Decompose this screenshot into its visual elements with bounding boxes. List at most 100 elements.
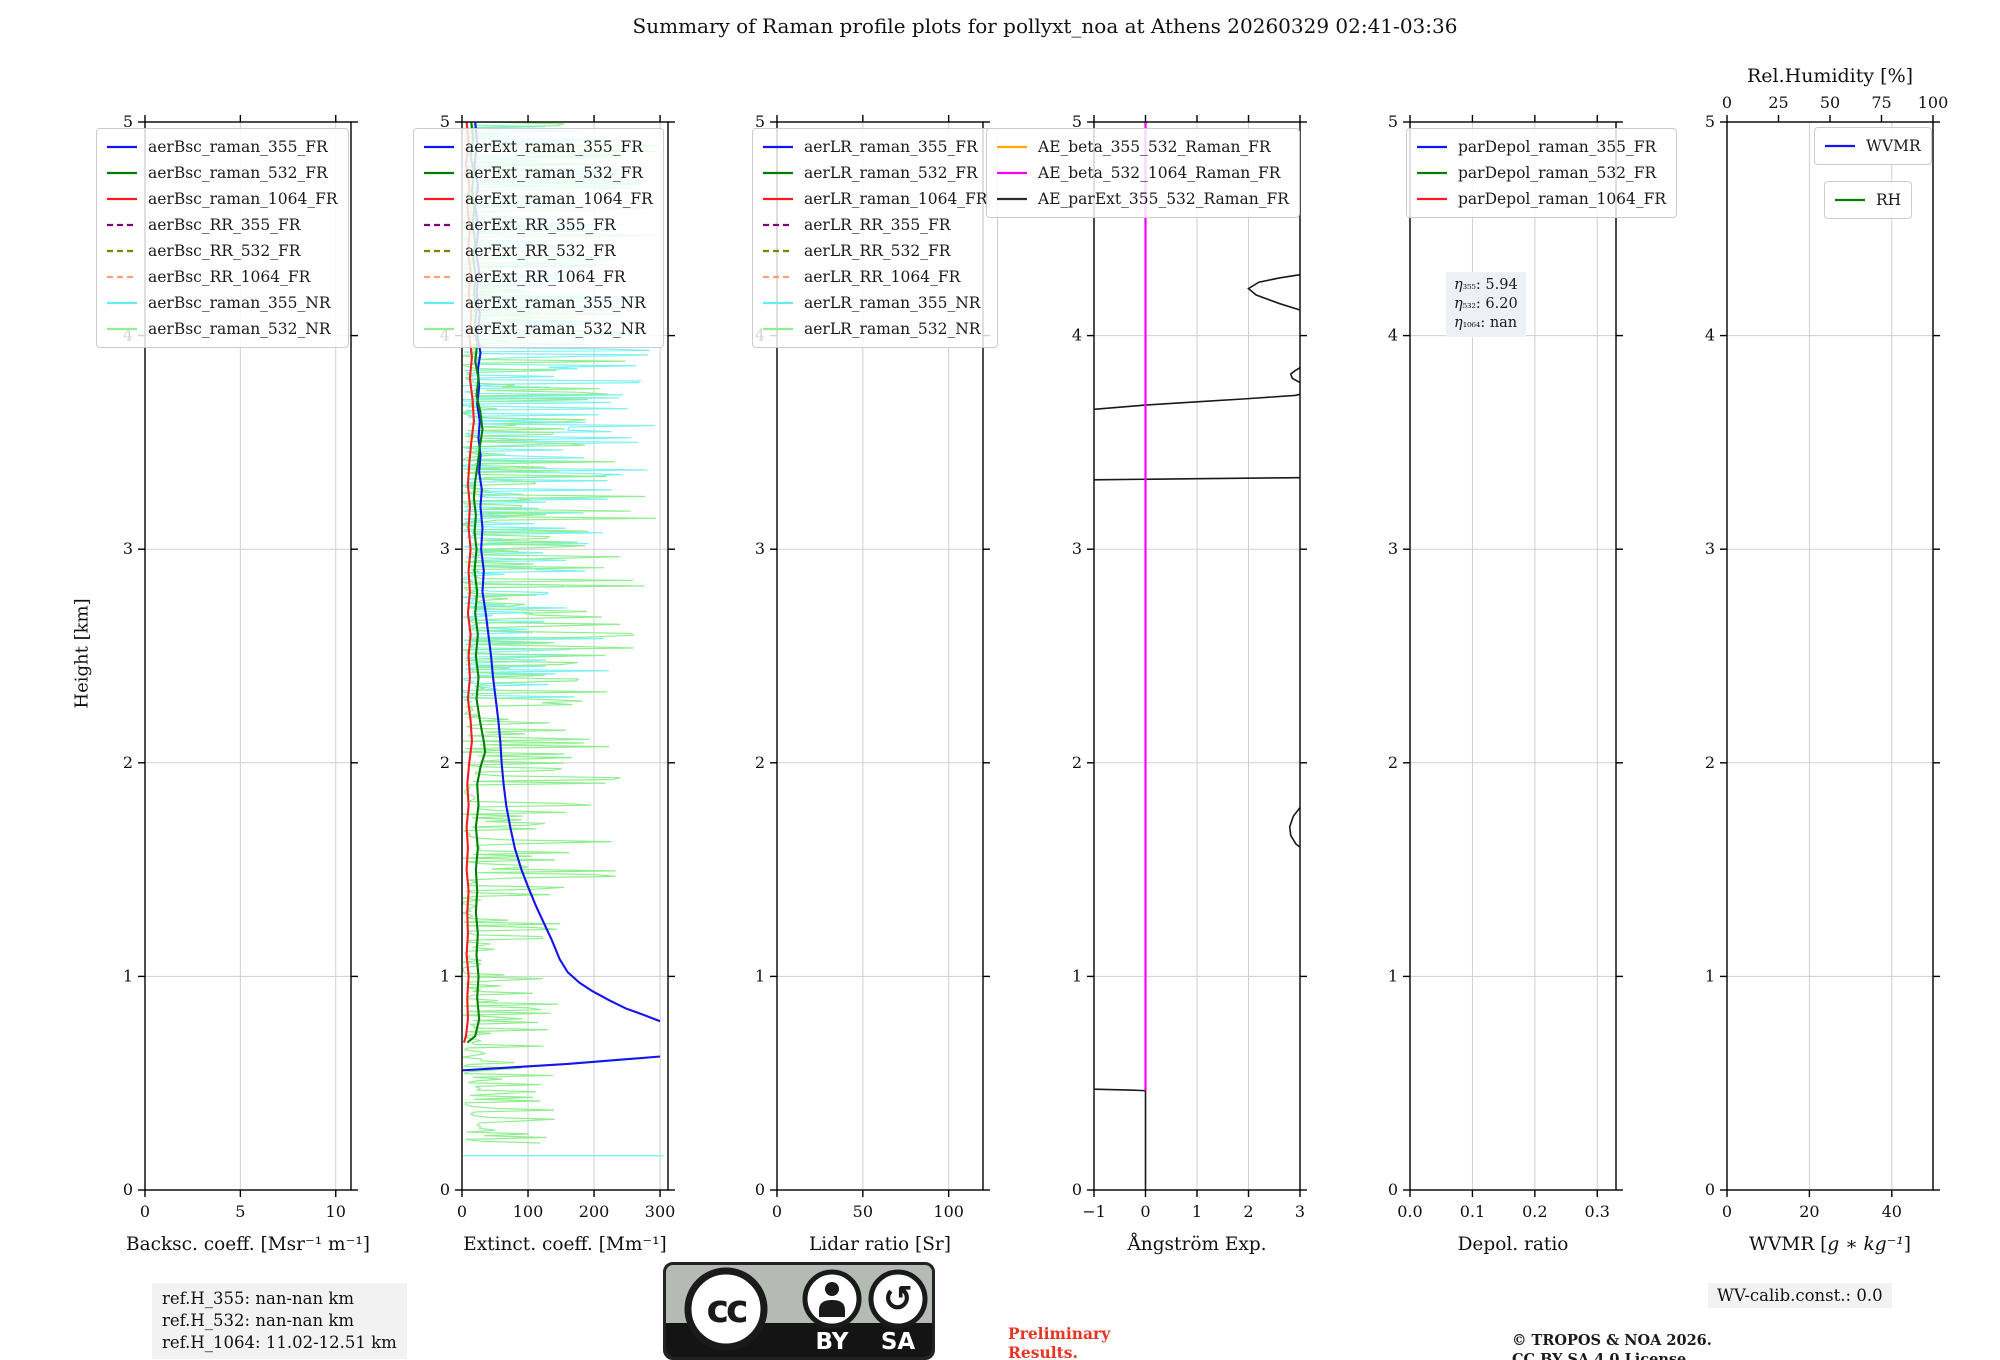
legend-label: aerExt_raman_1064_FR xyxy=(465,190,653,208)
cc-badge-art: cc ↺ BY SA xyxy=(684,1267,928,1355)
legend-label: aerBsc_RR_1064_FR xyxy=(148,268,311,286)
y-tick-label: 1 xyxy=(123,966,133,985)
legend-entry: aerLR_raman_355_FR xyxy=(761,134,987,160)
x-tick-label: 0.2 xyxy=(1522,1202,1547,1221)
x-tick-label: 0 xyxy=(1140,1202,1150,1221)
top-tick-label: 100 xyxy=(1918,93,1949,112)
x-tick-label: 0 xyxy=(1722,1202,1732,1221)
legend-entry: aerExt_raman_1064_FR xyxy=(422,186,653,212)
legend-line-sample xyxy=(1417,171,1447,175)
x-tick-label: 1 xyxy=(1192,1202,1202,1221)
y-tick-label: 0 xyxy=(755,1180,765,1199)
legend-line-sample xyxy=(424,223,454,227)
sa-label: SA xyxy=(881,1329,916,1355)
legend-label: aerLR_RR_355_FR xyxy=(804,216,951,234)
y-tick-label: 1 xyxy=(1388,966,1398,985)
legend-label: aerBsc_raman_355_FR xyxy=(148,138,328,156)
x-tick-label: 20 xyxy=(1799,1202,1819,1221)
legend-entry: aerLR_RR_1064_FR xyxy=(761,264,987,290)
y-tick-label: 3 xyxy=(123,539,133,558)
axes-frame xyxy=(461,121,669,1191)
legend-line-sample xyxy=(107,223,137,227)
y-tick-label: 0 xyxy=(123,1180,133,1199)
share-alike-arrow-icon: ↺ xyxy=(883,1279,913,1320)
legend-label: aerExt_raman_532_FR xyxy=(465,164,643,182)
legend-label: aerLR_RR_532_FR xyxy=(804,242,951,260)
legend-label: aerLR_raman_355_FR xyxy=(804,138,978,156)
legend-entry: RH xyxy=(1833,187,1901,213)
axes-frame xyxy=(144,121,352,1191)
series-AE_parExt_355_532_Raman_FR xyxy=(1093,1088,1147,1190)
eta-line: η₃₅₅: 5.94 xyxy=(1454,277,1518,293)
legend-label: aerExt_raman_532_NR xyxy=(465,320,646,338)
credit-line1: © TROPOS & NOA 2026. xyxy=(1512,1332,1712,1349)
y-tick-label: 3 xyxy=(1072,539,1082,558)
x-axis-label: Depol. ratio xyxy=(1458,1234,1569,1255)
legend-entry: parDepol_raman_355_FR xyxy=(1415,134,1666,160)
y-tick-label: 5 xyxy=(1072,112,1082,131)
legend-line-sample xyxy=(1417,145,1447,149)
legend-entry: aerBsc_raman_532_NR xyxy=(105,316,338,342)
legend-line-sample xyxy=(763,327,793,331)
x-axis-label: Extinct. coeff. [Mm⁻¹] xyxy=(463,1234,667,1255)
person-icon xyxy=(825,1282,839,1296)
y-tick-label: 0 xyxy=(1072,1180,1082,1199)
y-tick-label: 2 xyxy=(1388,753,1398,772)
legend-entry: parDepol_raman_1064_FR xyxy=(1415,186,1666,212)
legend-line-sample xyxy=(107,301,137,305)
legend-label: parDepol_raman_355_FR xyxy=(1458,138,1657,156)
x-tick-label: 0 xyxy=(772,1202,782,1221)
copyright-note: © TROPOS & NOA 2026. CC BY SA 4.0 Licens… xyxy=(1512,1331,1712,1360)
preliminary-results-note: Preliminary Results. xyxy=(1008,1324,1110,1360)
legend-entry: parDepol_raman_532_FR xyxy=(1415,160,1666,186)
top-tick-label: 25 xyxy=(1768,93,1788,112)
figure-title: Summary of Raman profile plots for polly… xyxy=(632,14,1458,38)
preliminary-line2: Results. xyxy=(1008,1343,1078,1360)
legend-label: aerBsc_raman_355_NR xyxy=(148,294,331,312)
legend-entry: aerLR_RR_355_FR xyxy=(761,212,987,238)
legend-label: aerBsc_raman_1064_FR xyxy=(148,190,338,208)
x-tick-label: 200 xyxy=(579,1202,610,1221)
legend-line-sample xyxy=(763,145,793,149)
legend-entry: aerLR_raman_532_FR xyxy=(761,160,987,186)
legend-line-sample xyxy=(107,249,137,253)
legend-depol: parDepol_raman_355_FR parDepol_raman_532_… xyxy=(1406,128,1678,218)
legend-label: aerExt_RR_1064_FR xyxy=(465,268,626,286)
x-tick-label: 50 xyxy=(853,1202,873,1221)
y-tick-label: 5 xyxy=(123,112,133,131)
legend-entry: aerExt_raman_355_NR xyxy=(422,290,653,316)
legend-label: parDepol_raman_532_FR xyxy=(1458,164,1657,182)
preliminary-line1: Preliminary xyxy=(1008,1324,1111,1343)
x-tick-label: 10 xyxy=(326,1202,346,1221)
legend-entry: aerLR_raman_532_NR xyxy=(761,316,987,342)
legend-line-sample xyxy=(424,301,454,305)
x-tick-label: 300 xyxy=(645,1202,676,1221)
legend-lidar_ratio: aerLR_raman_355_FR aerLR_raman_532_FR aerL… xyxy=(752,128,999,348)
legend-line-sample xyxy=(424,249,454,253)
series-AE_parExt_355_532_Raman_FR xyxy=(1288,807,1301,848)
legend-entry: aerBsc_raman_532_FR xyxy=(105,160,338,186)
y-tick-label: 4 xyxy=(1705,326,1715,345)
legend-line-sample xyxy=(107,145,137,149)
legend-entry: aerExt_raman_532_NR xyxy=(422,316,653,342)
eta-line: η₁₀₆₄: nan xyxy=(1454,315,1518,331)
y-tick-label: 3 xyxy=(1388,539,1398,558)
y-tick-label: 3 xyxy=(1705,539,1715,558)
legend-entry: aerBsc_raman_1064_FR xyxy=(105,186,338,212)
legend-label: parDepol_raman_1064_FR xyxy=(1458,190,1667,208)
legend-label: aerExt_raman_355_FR xyxy=(465,138,643,156)
x-tick-label: 40 xyxy=(1882,1202,1902,1221)
legend-entry: aerExt_RR_1064_FR xyxy=(422,264,653,290)
reference-height-note: ref.H_355: nan-nan km ref.H_532: nan-nan … xyxy=(152,1283,407,1359)
y-tick-label: 1 xyxy=(755,966,765,985)
legend-line-sample xyxy=(424,327,454,331)
legend-line-sample xyxy=(107,171,137,175)
x-tick-label: 5 xyxy=(235,1202,245,1221)
y-tick-label: 1 xyxy=(1705,966,1715,985)
legend-entry: AE_beta_355_532_Raman_FR xyxy=(995,134,1289,160)
legend-line-sample xyxy=(997,197,1027,201)
legend-entry: aerExt_RR_355_FR xyxy=(422,212,653,238)
legend-label: RH xyxy=(1876,191,1902,209)
